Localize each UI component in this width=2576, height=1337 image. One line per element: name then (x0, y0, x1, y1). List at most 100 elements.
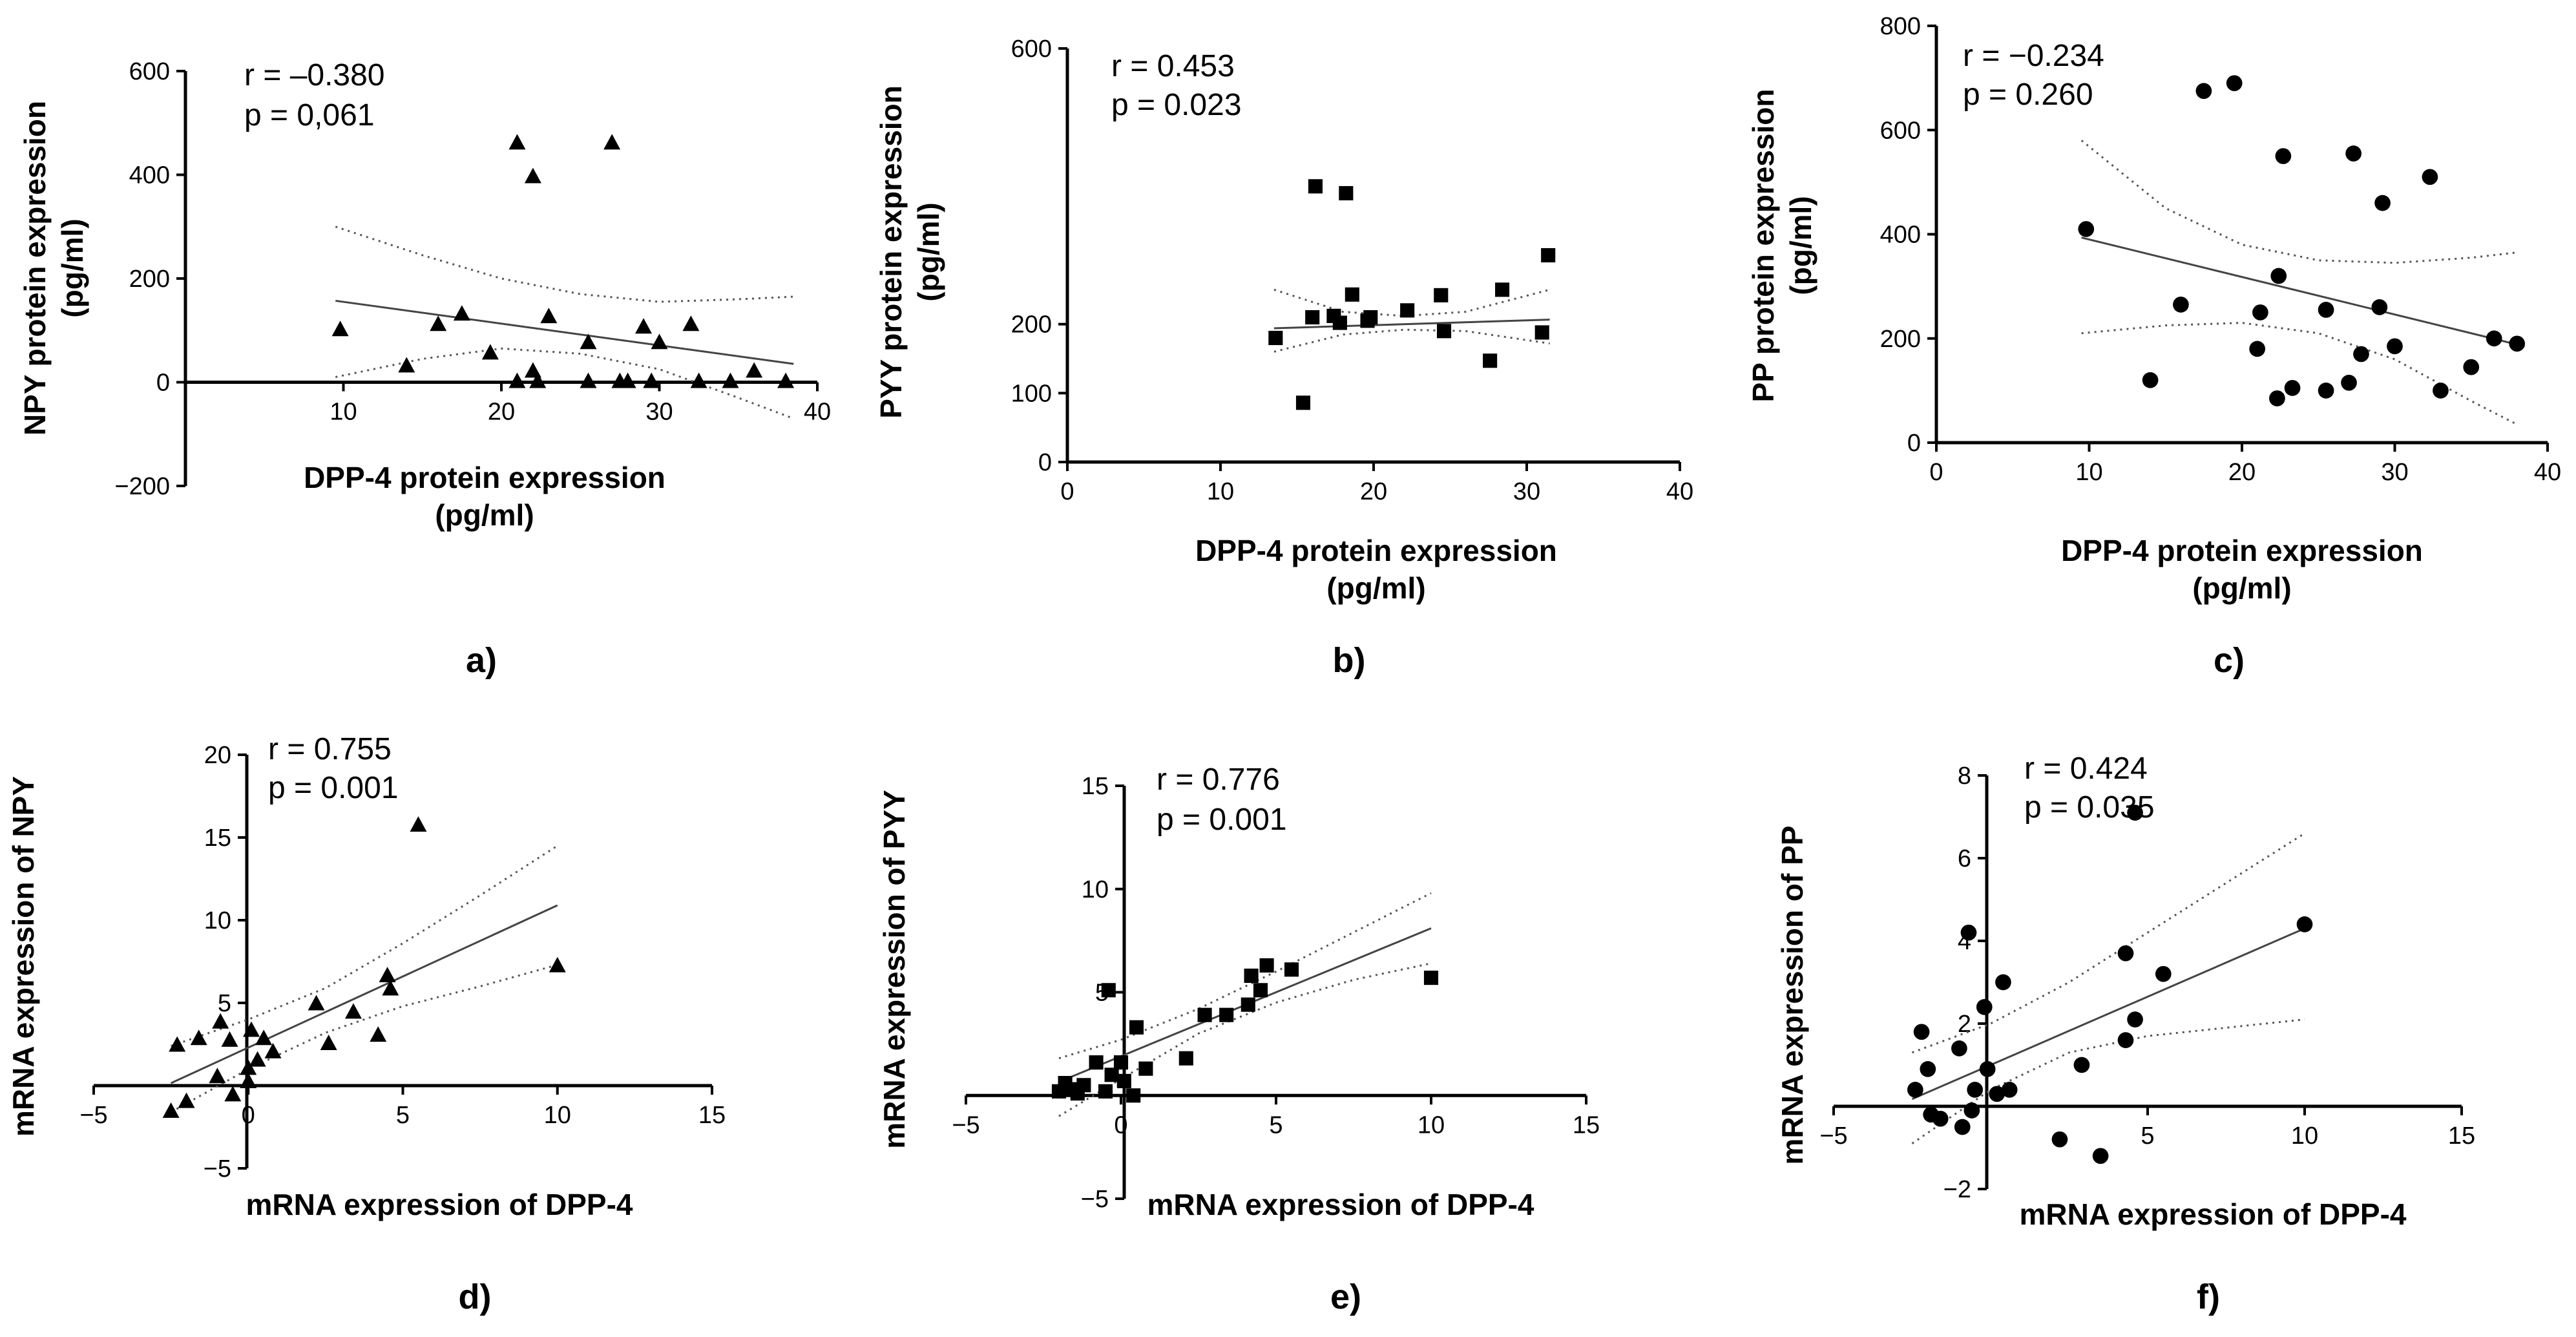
stat-b-0: r = 0.453 (1111, 49, 1235, 83)
y-tick-label-f-0: −2 (1943, 1176, 1971, 1203)
data-point-f-14 (2001, 1082, 2018, 1098)
data-point-b-6 (1339, 185, 1354, 201)
data-point-e-15 (1197, 1007, 1212, 1022)
x-tick-label-e-3: 10 (1418, 1111, 1445, 1139)
stat-a-0: r = –0.380 (244, 58, 385, 92)
y-axis-label-line-f-0: mRNA expression of PP (1775, 826, 1809, 1165)
data-point-a-12 (580, 372, 597, 388)
data-point-c-4 (2226, 75, 2243, 92)
y-tick-label-a-3: 400 (129, 162, 170, 189)
data-point-c-19 (2422, 169, 2438, 185)
x-tick-label-f-3: 15 (2448, 1122, 2475, 1150)
data-point-e-11 (1126, 1088, 1141, 1103)
x-axis-label-f: mRNA expression of DPP-4 (2020, 1197, 2407, 1231)
x-tick-label-f-1: 5 (2141, 1122, 2154, 1150)
data-point-a-9 (529, 372, 547, 388)
y-axis-label-c: PP protein expression (pg/ml) (1746, 89, 1817, 403)
y-axis-label-line-e-0: mRNA expression of PYY (877, 790, 911, 1149)
x-tick-label-d-4: 15 (698, 1102, 726, 1129)
data-point-d-14 (308, 995, 325, 1011)
data-point-e-16 (1219, 1007, 1234, 1022)
data-point-d-2 (178, 1092, 195, 1108)
x-tick-label-d-2: 5 (396, 1102, 410, 1129)
data-point-a-15 (619, 372, 636, 388)
x-tick-label-d-1: 0 (242, 1102, 255, 1129)
data-point-e-18 (1244, 968, 1259, 983)
data-point-c-13 (2341, 374, 2357, 391)
chart-d: −5 0 5 10 15 −5 5 10 15 20 r = 0.755 p = 0.001 mRNA … (6, 732, 726, 1221)
x-axis-label-e: mRNA expression of DPP-4 (1147, 1188, 1534, 1221)
y-tick-label-b-1: 100 (1011, 380, 1052, 407)
y-tick-label-d-3: 15 (204, 825, 231, 852)
y-axis-label-line-a-0: NPY protein expression (18, 101, 52, 436)
y-axis-label-line-a-1: (pg/ml) (56, 218, 89, 317)
ci-lower-d (170, 963, 558, 1113)
data-point-d-9 (240, 1059, 257, 1075)
data-point-b-5 (1332, 315, 1347, 330)
data-point-c-22 (2486, 330, 2502, 347)
y-tick-label-d-2: 10 (204, 907, 231, 934)
data-point-f-18 (2117, 1032, 2134, 1048)
stat-b-1: p = 0.023 (1111, 88, 1242, 122)
y-tick-label-b-2: 200 (1011, 311, 1052, 339)
y-tick-label-d-1: 5 (218, 990, 231, 1017)
data-point-a-19 (682, 315, 700, 332)
y-tick-label-f-4: 8 (1958, 763, 1971, 790)
data-point-c-10 (2284, 379, 2301, 396)
x-tick-label-b-4: 40 (1666, 478, 1693, 505)
data-point-c-5 (2249, 341, 2265, 357)
data-point-e-7 (1101, 983, 1116, 998)
stat-d-1: p = 0.001 (268, 771, 399, 805)
data-point-f-12 (1989, 1086, 2005, 1102)
data-point-c-0 (2078, 221, 2095, 237)
data-point-f-6 (1954, 1119, 1971, 1135)
data-point-f-8 (1963, 1102, 1980, 1119)
data-point-d-5 (212, 1013, 229, 1029)
x-tick-label-a-3: 40 (804, 399, 831, 426)
data-point-b-10 (1400, 303, 1415, 318)
stat-e-1: p = 0.001 (1157, 803, 1287, 837)
x-tick-label-a-1: 20 (488, 399, 515, 426)
data-point-c-15 (2353, 346, 2369, 363)
x-tick-label-c-2: 20 (2228, 459, 2256, 486)
y-tick-label-e-2: 10 (1082, 876, 1109, 903)
y-tick-label-c-1: 200 (1880, 326, 1921, 353)
x-axis-label-line-b-0: DPP-4 protein expression (1195, 534, 1557, 567)
y-tick-label-c-3: 600 (1880, 117, 1921, 144)
data-point-d-8 (240, 1072, 257, 1088)
x-tick-label-c-0: 0 (1929, 459, 1943, 486)
ci-lower-c (2081, 322, 2518, 426)
data-point-f-23 (2296, 916, 2313, 932)
data-point-d-21 (549, 956, 566, 973)
x-axis-label-line-a-1: (pg/ml) (435, 498, 534, 532)
regression-line-c (2081, 237, 2525, 348)
x-tick-label-d-0: −5 (79, 1102, 107, 1129)
y-axis-label-line-b-0: PYY protein expression (874, 85, 908, 419)
data-point-a-0 (331, 321, 349, 337)
data-point-f-11 (1979, 1061, 1996, 1077)
data-point-e-12 (1129, 1020, 1144, 1035)
regression-line-f (1911, 927, 2305, 1100)
x-tick-label-a-2: 30 (645, 399, 673, 426)
ci-lower-f (1911, 1018, 2305, 1144)
data-point-a-6 (508, 134, 526, 150)
y-tick-label-e-0: −5 (1081, 1186, 1109, 1213)
x-axis-label-line-e-0: mRNA expression of DPP-4 (1147, 1188, 1534, 1221)
data-point-e-22 (1423, 971, 1439, 985)
x-tick-label-e-1: 0 (1114, 1111, 1127, 1139)
y-axis-label-f: mRNA expression of PP (1775, 826, 1809, 1165)
data-point-c-8 (2270, 268, 2287, 284)
data-point-f-21 (2127, 805, 2143, 821)
x-tick-label-e-0: −5 (952, 1111, 979, 1139)
ci-upper-a (335, 226, 794, 303)
y-axis-label-line-c-1: (pg/ml) (1784, 196, 1817, 295)
data-point-f-9 (1967, 1082, 1984, 1098)
x-tick-label-c-1: 10 (2075, 459, 2102, 486)
stat-a-1: p = 0,061 (244, 98, 375, 132)
data-point-b-9 (1363, 310, 1378, 325)
x-axis-label-line-c-1: (pg/ml) (2192, 571, 2291, 605)
data-point-e-8 (1104, 1068, 1119, 1082)
data-point-b-1 (1295, 395, 1311, 410)
